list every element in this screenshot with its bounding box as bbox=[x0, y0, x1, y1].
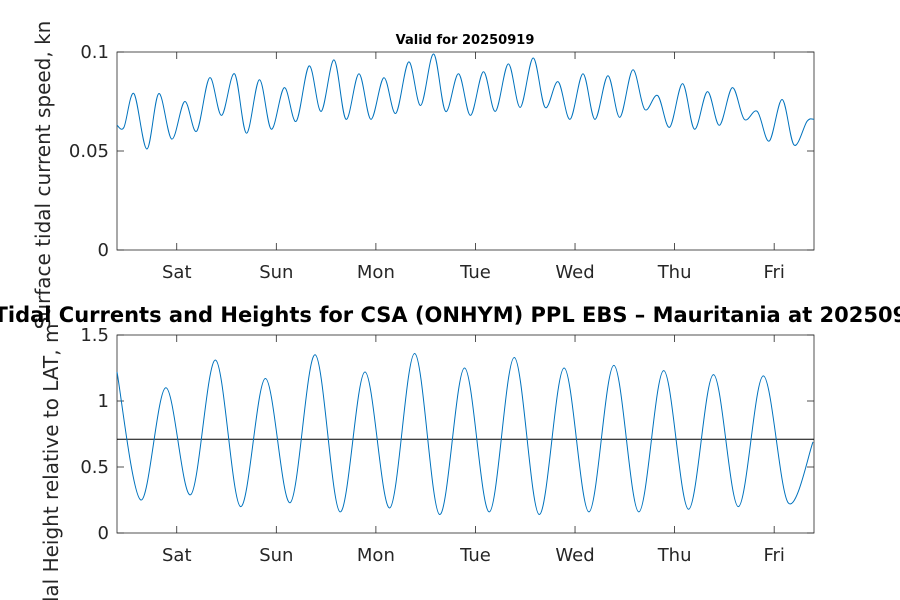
current-x-tick-label: Sat bbox=[162, 262, 192, 283]
height-y-tick-label: 1.5 bbox=[80, 325, 109, 346]
height-x-tick-label: Sun bbox=[259, 545, 293, 566]
chart-tidal-height: 0 0.5 1 1.5 Sat Sun Mon Tue Wed Thu Fri Tidal Hei… bbox=[39, 324, 815, 600]
height-x-tick-label: Tue bbox=[459, 545, 491, 566]
current-x-tick-label: Tue bbox=[459, 262, 491, 283]
height-x-tick-label: Wed bbox=[555, 545, 594, 566]
current-speed-line bbox=[116, 53, 815, 150]
height-x-tick-label: Mon bbox=[357, 545, 395, 566]
current-y-tick-label: 0 bbox=[98, 240, 109, 261]
chart-current-speed: Valid for 20250919 0 0.05 0.1 Sat Sun Mon Tue… bbox=[31, 21, 815, 330]
tidal-height-line bbox=[116, 352, 814, 516]
current-x-tick-label: Wed bbox=[555, 262, 594, 283]
height-y-tick-label: 0.5 bbox=[80, 457, 109, 478]
height-y-axis-label: Tidal Height relative to LAT, m bbox=[39, 324, 63, 600]
height-plot-area bbox=[116, 334, 815, 534]
current-x-tick-label: Sun bbox=[259, 262, 293, 283]
height-x-tick-label: Fri bbox=[763, 545, 784, 566]
current-x-tick-label: Fri bbox=[763, 262, 784, 283]
current-chart-title: Valid for 20250919 bbox=[396, 33, 535, 48]
current-y-axis-label: Surface tidal current speed, kn bbox=[31, 21, 55, 330]
height-y-tick-label: 1 bbox=[98, 391, 109, 412]
current-x-tick-label: Thu bbox=[657, 262, 692, 283]
height-x-tick-label: Thu bbox=[657, 545, 692, 566]
height-x-tick-label: Sat bbox=[162, 545, 192, 566]
height-y-tick-label: 0 bbox=[98, 523, 109, 544]
current-plot-area bbox=[116, 51, 815, 251]
current-y-tick-label: 0.05 bbox=[69, 141, 109, 162]
main-chart-title: Tidal Currents and Heights for CSA (ONHY… bbox=[0, 303, 900, 327]
current-x-tick-label: Mon bbox=[357, 262, 395, 283]
current-y-tick-label: 0.1 bbox=[80, 42, 109, 63]
